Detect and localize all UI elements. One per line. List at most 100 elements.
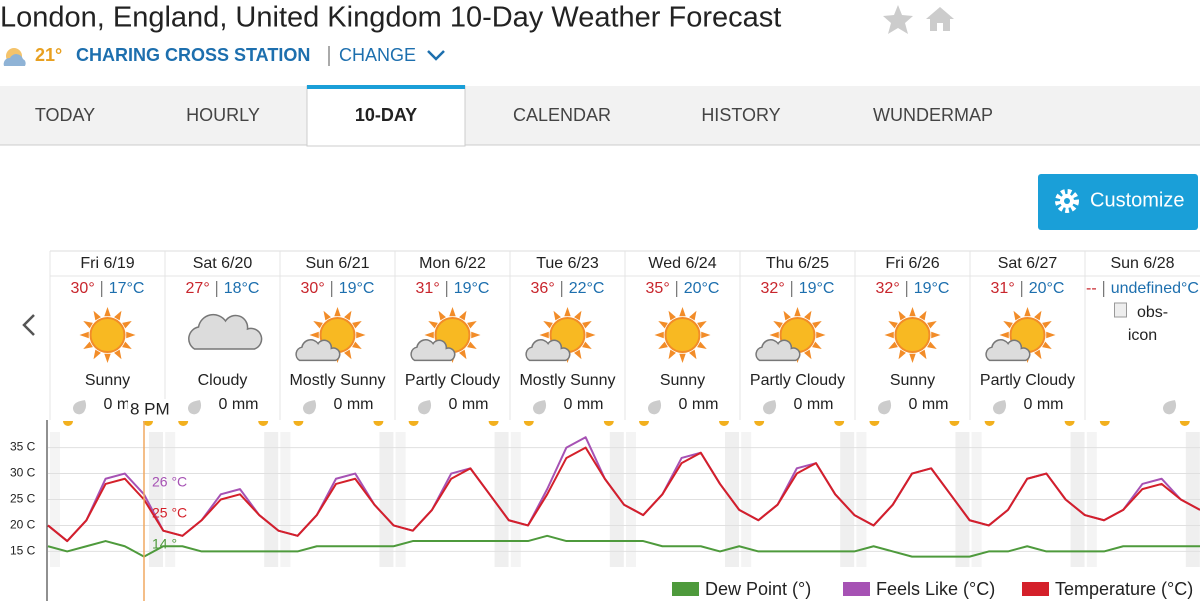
- sunrise-marker: [1099, 421, 1110, 427]
- legend-label: Feels Like (°C): [876, 579, 995, 599]
- sun-ray: [352, 321, 362, 329]
- sun-ray: [122, 341, 132, 349]
- tab[interactable]: TODAY: [35, 105, 95, 125]
- sun-ray: [586, 331, 596, 339]
- high-temp: 32°: [761, 280, 785, 297]
- sun-ray: [1024, 307, 1031, 317]
- condition: Cloudy: [198, 372, 248, 389]
- sun-icon: [884, 307, 941, 363]
- sun-ray: [564, 307, 571, 317]
- sunrise-marker: [869, 421, 880, 427]
- tab[interactable]: HOURLY: [186, 105, 260, 125]
- sun-ray: [334, 307, 341, 317]
- precip: 0 mm: [909, 396, 949, 413]
- tab[interactable]: WUNDERMAP: [873, 105, 993, 125]
- sun-ray: [888, 341, 898, 349]
- cursor-label-bg: [128, 399, 172, 421]
- sun-ray: [658, 341, 668, 349]
- small-cloud-icon: [755, 339, 801, 362]
- y-tick-label: 15 C: [10, 544, 36, 558]
- sun-ray: [122, 321, 132, 329]
- sun-ray: [804, 310, 812, 321]
- y-tick-label: 25 C: [10, 492, 36, 506]
- home-icon[interactable]: [926, 7, 954, 31]
- customize-button[interactable]: Customize: [1038, 174, 1198, 230]
- sun-ray: [812, 341, 822, 349]
- low-temp: 20°C: [684, 280, 720, 297]
- chevron[interactable]: [427, 50, 445, 61]
- tab[interactable]: CALENDAR: [513, 105, 611, 125]
- series-line: [47, 446, 1200, 543]
- sun-ray: [679, 307, 686, 317]
- sun-ray: [701, 331, 711, 339]
- sun-ray: [467, 321, 477, 329]
- precip: 0 mm: [1024, 396, 1064, 413]
- sun-ray: [1046, 331, 1056, 339]
- day-label: Sun 6/28: [1110, 255, 1174, 272]
- legend-label: Temperature (°C): [1055, 579, 1193, 599]
- raindrop: [763, 400, 777, 415]
- condition: Partly Cloudy: [750, 372, 845, 389]
- cloud-icon: [188, 313, 263, 350]
- current-temp: 21°: [35, 45, 62, 65]
- sunrise-marker: [63, 421, 73, 426]
- sun-ray: [1013, 310, 1021, 321]
- small-cloud-icon: [410, 339, 456, 362]
- sun-ray: [553, 310, 561, 321]
- sun-ray: [783, 310, 791, 321]
- tab[interactable]: 10-DAY: [355, 105, 417, 125]
- sun-disc: [664, 317, 701, 353]
- sun-ray: [471, 331, 481, 339]
- sun-ray: [689, 349, 697, 360]
- sun-ray: [888, 321, 898, 329]
- sun-ray: [794, 307, 801, 317]
- condition: Sunny: [890, 372, 935, 389]
- sunrise-marker: [754, 421, 765, 427]
- sunset-marker: [719, 421, 729, 426]
- button-bg[interactable]: [1038, 174, 1198, 230]
- sun-ray: [697, 341, 707, 349]
- precip: 0 mm: [679, 396, 719, 413]
- precip: 0 mm: [219, 396, 259, 413]
- high-temp: 27°: [186, 280, 210, 297]
- cursor-value: 14 °: [152, 536, 177, 552]
- sun-ray: [93, 349, 101, 360]
- sunset-marker: [949, 421, 960, 427]
- condition: Partly Cloudy: [405, 372, 500, 389]
- legend-swatch: [1022, 582, 1049, 596]
- small-cloud-icon: [985, 339, 1031, 362]
- legend-label: Dew Point (°): [705, 579, 811, 599]
- sun-ray: [574, 349, 582, 360]
- sun-ray: [697, 321, 707, 329]
- high-temp: 31°: [991, 280, 1015, 297]
- high-temp: 30°: [301, 280, 325, 297]
- condition: Sunny: [660, 372, 705, 389]
- sun-ray: [344, 349, 352, 360]
- sun-ray: [428, 321, 438, 329]
- sun-ray: [816, 331, 826, 339]
- legend-swatch: [672, 582, 699, 596]
- favorite-star[interactable]: [883, 5, 913, 34]
- sun-ray: [539, 331, 549, 339]
- icon-alt: obs-icon: [1128, 304, 1168, 344]
- series-line: [47, 534, 1200, 558]
- tab[interactable]: HISTORY: [701, 105, 780, 125]
- sun-ray: [449, 307, 456, 317]
- high-temp: 31°: [416, 280, 440, 297]
- sun-disc: [89, 317, 126, 353]
- station-name[interactable]: CHARING CROSS STATION: [76, 45, 310, 65]
- small-cloud-icon: [525, 339, 571, 362]
- sun-ray: [126, 331, 136, 339]
- change-link[interactable]: CHANGE: [339, 45, 416, 65]
- high-temp: 36°: [531, 280, 555, 297]
- sunset-marker: [1064, 421, 1075, 427]
- y-tick-label: 30 C: [10, 466, 36, 480]
- sun-icon: [79, 307, 136, 363]
- prev-arrow[interactable]: [22, 314, 35, 336]
- sun-ray: [543, 321, 553, 329]
- raindrop: [878, 400, 892, 415]
- customize-label[interactable]: Customize: [1090, 189, 1184, 211]
- active-tab-bar: [307, 85, 465, 89]
- sun-ray: [582, 321, 592, 329]
